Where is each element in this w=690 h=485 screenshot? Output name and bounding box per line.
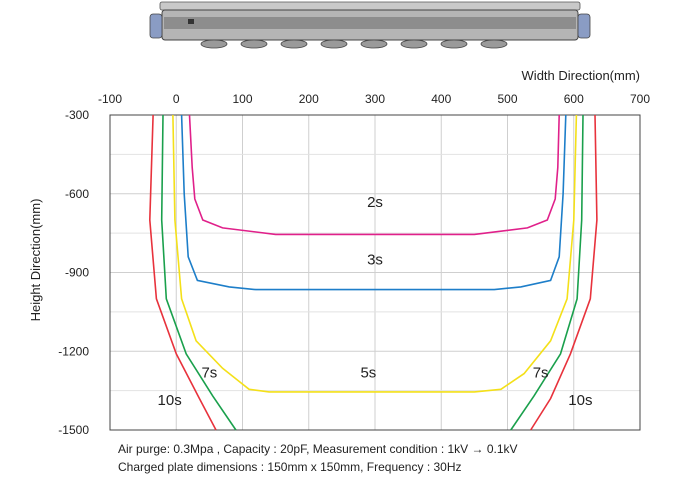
series-lines [148, 114, 598, 431]
measurement-note: Air purge: 0.3Mpa , Capacity : 20pF, Mea… [118, 442, 518, 456]
series-7s-label: 7s [533, 365, 549, 382]
series-7s-right-line [510, 114, 584, 431]
y-tick-label: -900 [65, 266, 89, 280]
emitter-nozzle [360, 39, 388, 49]
emitter-nozzle [240, 39, 268, 49]
series-10s-label: 10s [568, 392, 592, 409]
x-tick-label: 200 [299, 92, 319, 106]
series-2s-line [188, 114, 560, 236]
plate-note: Charged plate dimensions : 150mm x 150mm… [118, 460, 462, 474]
emitter-nozzle [280, 39, 308, 49]
emitter-nozzle [200, 39, 228, 49]
x-axis-ticks: -100 0 100 200 300 400 500 600 700 [98, 92, 650, 106]
emitter-nozzle [320, 39, 348, 49]
x-axis-label: Width Direction(mm) [522, 68, 640, 83]
y-axis-label: Height Direction(mm) [28, 199, 43, 322]
series-2s-label: 2s [367, 194, 383, 211]
ionizer-bar-groove [164, 17, 576, 29]
x-tick-label: -100 [98, 92, 122, 106]
y-tick-label: -600 [65, 187, 89, 201]
y-tick-label: -1500 [58, 423, 89, 437]
series-labels: 2s 3s 5s 7s 7s 10s 10s [158, 194, 593, 409]
y-axis-ticks: -300 -600 -900 -1200 -1500 [58, 108, 89, 437]
plot-area-frame [109, 114, 641, 431]
x-tick-label: 600 [564, 92, 584, 106]
x-tick-label: 0 [173, 92, 180, 106]
series-5s-line [172, 114, 578, 393]
ionizer-bar-left-connector [149, 13, 163, 39]
ionizer-bar-indicator-icon [188, 19, 194, 24]
emitter-nozzle [440, 39, 468, 49]
series-7s-label: 7s [201, 365, 217, 382]
emitter-nozzle [400, 39, 428, 49]
emitter-nozzle [480, 39, 508, 49]
x-tick-label: 500 [497, 92, 517, 106]
series-10s-label: 10s [158, 392, 182, 409]
series-3s-line [180, 114, 567, 291]
series-7s-left-line [160, 114, 237, 431]
ionizer-bar-right-connector [577, 13, 591, 39]
ionizer-bar-top-rail [159, 1, 581, 11]
plot-grid [109, 114, 641, 431]
x-tick-label: 400 [431, 92, 451, 106]
x-tick-label: 100 [232, 92, 252, 106]
x-tick-label: 700 [630, 92, 650, 106]
y-tick-label: -1200 [58, 344, 89, 358]
x-tick-label: 300 [365, 92, 385, 106]
series-3s-label: 3s [367, 252, 383, 269]
series-10s-left-line [148, 114, 217, 431]
series-5s-label: 5s [360, 365, 376, 382]
ionizer-bar-illustration [149, 1, 591, 49]
series-10s-right-line [530, 114, 598, 431]
y-tick-label: -300 [65, 108, 89, 122]
